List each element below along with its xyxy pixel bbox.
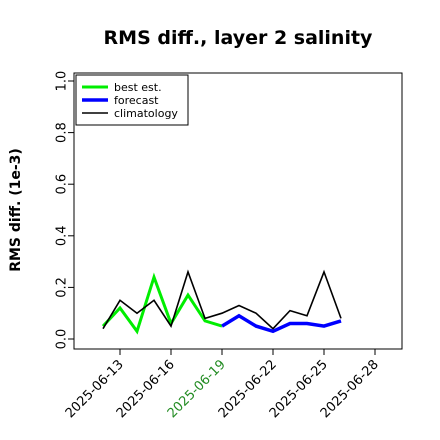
y-tick-label: 0.4	[55, 225, 70, 246]
y-tick-label: 1.0	[55, 71, 70, 92]
y-tick-label: 0.0	[55, 329, 70, 350]
series-line-forecast	[221, 313, 342, 334]
y-tick-label: 0.8	[55, 122, 70, 143]
y-axis-label: RMS diff. (1e-3)	[8, 148, 24, 272]
series-line-climatology	[102, 269, 342, 330]
chart-title: RMS diff., layer 2 salinity	[104, 27, 374, 49]
y-tick-label: 0.2	[55, 277, 70, 298]
y-tick-label: 0.6	[55, 174, 70, 195]
legend-label: best est.	[114, 81, 162, 94]
legend-label: forecast	[114, 94, 159, 107]
plot-area	[101, 269, 342, 335]
plot-frame	[73, 72, 403, 350]
series-line-best-est	[101, 272, 223, 335]
legend-label: climatology	[114, 107, 178, 120]
